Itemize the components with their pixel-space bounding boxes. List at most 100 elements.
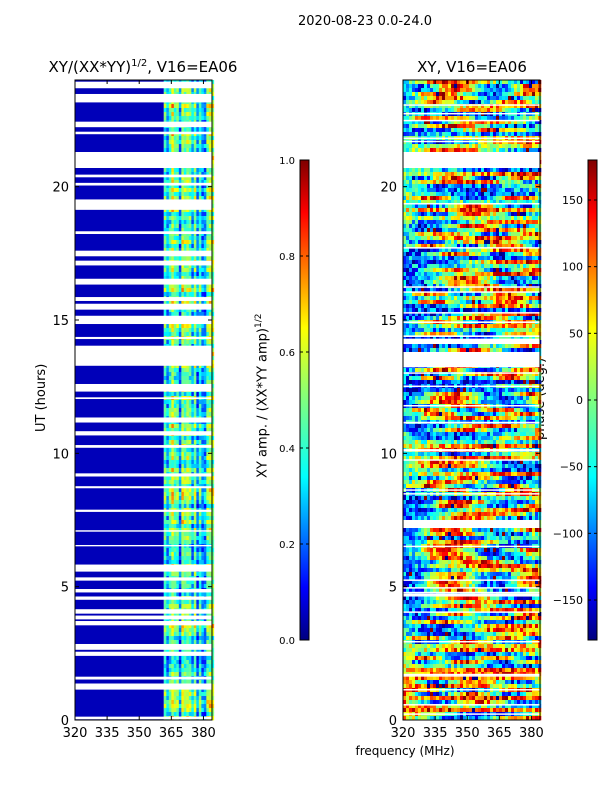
phase-cell xyxy=(439,100,443,105)
phase-cell xyxy=(496,128,500,133)
amplitude-cell xyxy=(188,168,192,173)
amplitude-cell xyxy=(171,220,175,225)
phase-cell xyxy=(406,212,410,217)
phase-cell xyxy=(403,80,407,85)
phase-cell xyxy=(409,148,413,153)
amplitude-cell xyxy=(163,288,167,293)
amplitude-cell xyxy=(211,564,215,569)
amplitude-cell xyxy=(198,184,202,189)
amplitude-cell xyxy=(208,488,212,493)
phase-cell xyxy=(496,120,500,125)
amplitude-cell xyxy=(168,640,172,645)
phase-cell xyxy=(499,196,503,201)
phase-cell xyxy=(469,88,473,93)
phase-cell xyxy=(445,224,449,229)
amplitude-cell xyxy=(208,600,212,605)
amplitude-cell xyxy=(193,452,197,457)
phase-cell xyxy=(505,172,509,177)
phase-cell xyxy=(514,172,518,177)
amplitude-cell xyxy=(188,488,192,493)
phase-cell xyxy=(505,204,509,209)
amplitude-cell xyxy=(196,332,200,337)
amplitude-cell xyxy=(181,632,185,637)
amplitude-cell xyxy=(178,552,182,557)
phase-cell xyxy=(439,96,443,101)
amplitude-cell xyxy=(163,668,167,673)
phase-cell xyxy=(451,132,455,137)
phase-cell xyxy=(520,204,524,209)
amplitude-cell xyxy=(173,528,177,533)
amplitude-cell xyxy=(211,132,215,137)
phase-cell xyxy=(430,168,434,173)
amplitude-cell xyxy=(191,300,195,305)
amplitude-cell xyxy=(203,460,207,465)
phase-cell xyxy=(502,208,506,213)
amplitude-cell xyxy=(181,136,185,141)
phase-cell xyxy=(487,148,491,153)
amplitude-cell xyxy=(171,256,175,261)
phase-cell xyxy=(532,80,536,85)
amplitude-cell xyxy=(201,400,205,405)
amplitude-cell xyxy=(196,268,200,273)
phase-cell xyxy=(490,176,494,181)
amplitude-cell xyxy=(186,456,190,461)
phase-cell xyxy=(475,120,479,125)
amplitude-cell xyxy=(201,464,205,469)
amplitude-cell xyxy=(208,324,212,329)
amplitude-cell xyxy=(188,300,192,305)
amplitude-cell xyxy=(176,104,180,109)
amplitude-cell xyxy=(178,624,182,629)
phase-cell xyxy=(421,200,425,205)
amplitude-cell xyxy=(168,392,172,397)
amplitude-cell xyxy=(168,324,172,329)
amplitude-cell xyxy=(196,456,200,461)
phase-cell xyxy=(430,176,434,181)
amplitude-cell xyxy=(211,384,215,389)
phase-cell xyxy=(421,148,425,153)
phase-cell xyxy=(454,184,458,189)
phase-cell xyxy=(430,208,434,213)
amplitude-cell xyxy=(188,428,192,433)
amplitude-cell xyxy=(178,136,182,141)
amplitude-cell xyxy=(171,276,175,281)
phase-cell xyxy=(505,212,509,217)
phase-cell xyxy=(493,148,497,153)
amplitude-cell xyxy=(196,148,200,153)
amplitude-cell xyxy=(188,312,192,317)
amplitude-cell xyxy=(166,248,170,253)
phase-cell xyxy=(430,200,434,205)
amplitude-cell xyxy=(211,644,215,649)
phase-cell xyxy=(415,224,419,229)
phase-cell xyxy=(466,224,470,229)
amplitude-cell xyxy=(171,264,175,269)
amplitude-cell xyxy=(203,240,207,245)
amplitude-cell xyxy=(198,220,202,225)
phase-cell xyxy=(409,80,413,85)
phase-cell xyxy=(463,212,467,217)
amplitude-cell xyxy=(171,144,175,149)
phase-cell xyxy=(457,92,461,97)
phase-cell xyxy=(463,220,467,225)
amplitude-cell xyxy=(211,592,215,597)
amplitude-cell xyxy=(208,700,212,705)
amplitude-cell xyxy=(208,580,212,585)
phase-cell xyxy=(409,92,413,97)
phase-cell xyxy=(487,212,491,217)
phase-cell xyxy=(529,216,533,221)
amplitude-cell xyxy=(178,648,182,653)
amplitude-cell xyxy=(168,540,172,545)
amplitude-cell xyxy=(173,592,177,597)
phase-cell xyxy=(523,144,527,149)
phase-cell xyxy=(523,212,527,217)
phase-cell xyxy=(532,96,536,101)
amplitude-cell xyxy=(168,488,172,493)
amplitude-cell xyxy=(166,216,170,221)
phase-cell xyxy=(493,104,497,109)
phase-cell xyxy=(475,168,479,173)
phase-cell xyxy=(484,96,488,101)
amplitude-cell xyxy=(211,512,215,517)
amplitude-cell xyxy=(166,488,170,493)
phase-cell xyxy=(475,200,479,205)
phase-cell xyxy=(490,88,494,93)
phase-cell xyxy=(436,132,440,137)
